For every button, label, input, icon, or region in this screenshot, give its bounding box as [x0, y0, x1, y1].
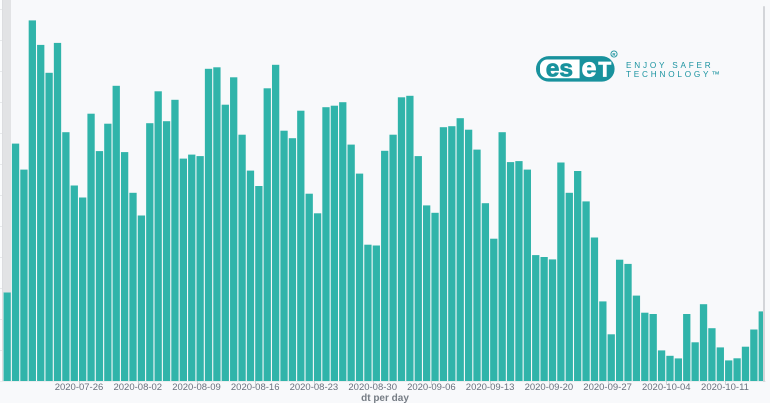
svg-text:es: es: [546, 56, 573, 83]
svg-text:TECHNOLOGY™: TECHNOLOGY™: [626, 70, 722, 79]
svg-text:ENJOY SAFER: ENJOY SAFER: [626, 61, 714, 70]
svg-text:e: e: [581, 53, 596, 83]
svg-text:T: T: [598, 59, 611, 82]
svg-text:R: R: [612, 52, 616, 57]
